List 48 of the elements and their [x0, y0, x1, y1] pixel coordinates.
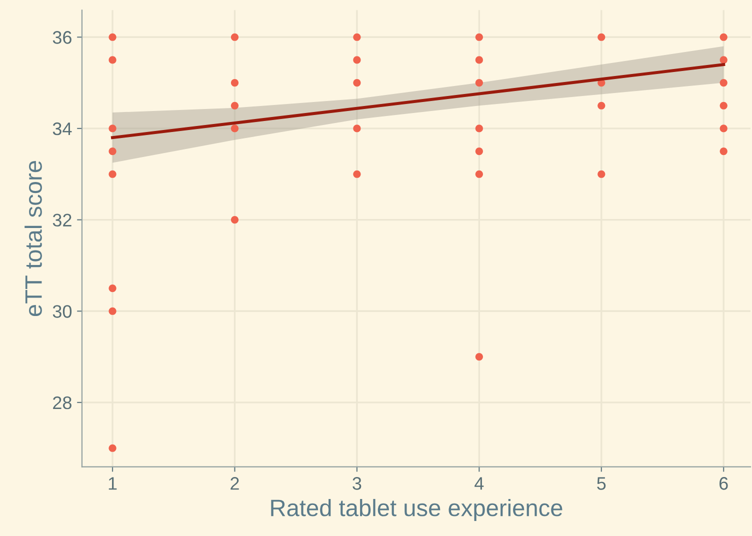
point [720, 124, 728, 132]
y-tick-label: 34 [52, 122, 72, 136]
point [720, 102, 728, 110]
x-tick-label: 5 [597, 477, 606, 490]
point [598, 170, 606, 178]
point [230, 78, 239, 87]
point [598, 33, 606, 41]
point [475, 352, 483, 361]
x-tick-label: 4 [474, 477, 484, 490]
point [108, 444, 116, 452]
point [475, 56, 483, 64]
point [598, 102, 606, 110]
x-tick-label: 6 [720, 477, 728, 490]
point [353, 170, 361, 178]
y-tick-label: 30 [52, 305, 72, 318]
point [475, 78, 483, 87]
y-axis-title: eTT total score [24, 161, 42, 316]
x-axis-title: Rated tablet use experience [271, 498, 562, 521]
point [230, 124, 239, 132]
point [475, 170, 483, 178]
point [720, 78, 728, 87]
point [720, 33, 728, 41]
point [108, 33, 116, 41]
point [353, 124, 361, 132]
x-tick-label: 2 [230, 477, 239, 490]
point [230, 33, 239, 41]
point [475, 147, 483, 156]
point [720, 147, 728, 156]
point [108, 284, 116, 292]
line-series [110, 63, 726, 140]
x-tick-label: 1 [108, 477, 117, 490]
y-tick-label: 28 [53, 396, 72, 410]
y-tick-label: 32 [52, 214, 72, 227]
point [108, 307, 116, 315]
x-tick-label: 3 [352, 477, 362, 490]
point [353, 78, 361, 87]
y-tick-label: 36 [52, 31, 72, 44]
point [353, 33, 361, 41]
point [230, 102, 239, 110]
point [108, 147, 116, 156]
point [108, 124, 116, 132]
point [230, 216, 239, 224]
point [108, 56, 116, 64]
point [108, 170, 116, 178]
point [720, 56, 728, 64]
point [475, 124, 483, 132]
point [353, 56, 361, 64]
point [475, 33, 483, 41]
